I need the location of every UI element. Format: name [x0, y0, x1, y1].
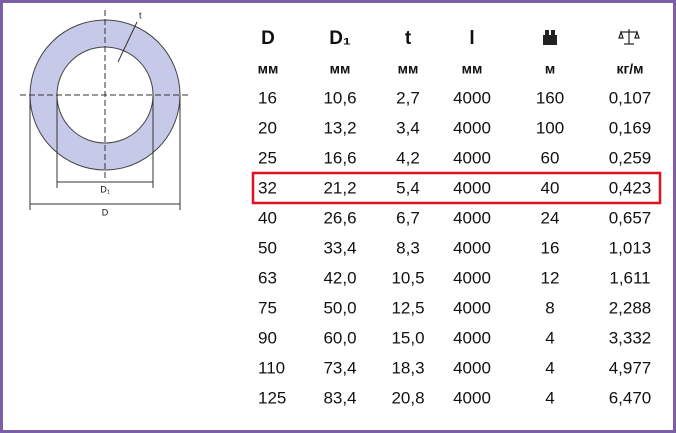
package-icon [543, 30, 557, 45]
cell: 10,5 [391, 268, 424, 287]
cell: 0,259 [609, 148, 652, 167]
cell: 24 [541, 208, 560, 227]
cell: 0,107 [609, 88, 652, 107]
cell: 73,4 [323, 358, 356, 377]
cell: 4000 [453, 238, 491, 257]
cell: 8 [545, 298, 554, 317]
cell: 4000 [453, 358, 491, 377]
cell: 16 [541, 238, 560, 257]
cell: 160 [536, 88, 564, 107]
cell: 6,7 [396, 208, 420, 227]
cell: 10,6 [323, 88, 356, 107]
cell: 18,3 [391, 358, 424, 377]
cell: 4,977 [609, 358, 652, 377]
cell: 4000 [453, 208, 491, 227]
cell: 5,4 [396, 178, 420, 197]
column-header: D [261, 28, 275, 49]
cell: 16 [258, 88, 277, 107]
column-header: l [469, 28, 474, 49]
cell: 33,4 [323, 238, 356, 257]
cell: 4,2 [396, 148, 420, 167]
cell: 8,3 [396, 238, 420, 257]
cell: 63 [258, 268, 277, 287]
cell: 3,332 [609, 328, 652, 347]
cell: 0,657 [609, 208, 652, 227]
cell: 2,288 [609, 298, 652, 317]
cell: 110 [258, 358, 285, 377]
cell: 12 [541, 268, 560, 287]
cell: 60,0 [323, 328, 356, 347]
cell: 40 [258, 208, 277, 227]
cell: 4000 [453, 268, 491, 287]
cell: 12,5 [391, 298, 424, 317]
cell: 4000 [453, 118, 491, 137]
diagram-label: t [139, 10, 142, 20]
cell: 4000 [453, 388, 491, 407]
cell: 20 [258, 118, 277, 137]
cell: 40 [541, 178, 560, 197]
cell: 4000 [453, 148, 491, 167]
column-header: t [405, 28, 412, 49]
column-unit: мм [462, 61, 483, 77]
row-highlight [251, 171, 662, 205]
cell: 6,470 [609, 388, 652, 407]
cell: 1,013 [609, 238, 652, 257]
column-header: D₁ [329, 28, 351, 49]
cell: 2,7 [396, 88, 420, 107]
thickness-arrow [117, 21, 138, 63]
cell: 15,0 [391, 328, 424, 347]
cell: 13,2 [323, 118, 356, 137]
cell: 4000 [453, 328, 491, 347]
cell: 4 [545, 388, 554, 407]
cell: 4000 [453, 298, 491, 317]
cell: 4 [545, 358, 554, 377]
weight-icon [618, 29, 640, 45]
cell: 16,6 [323, 148, 356, 167]
cell: 0,423 [609, 178, 652, 197]
diagram-label: D₁ [100, 184, 110, 194]
column-unit: кг/м [616, 61, 643, 77]
cell: 125 [258, 388, 286, 407]
cell: 4000 [453, 178, 491, 197]
cell: 4000 [453, 88, 491, 107]
cell: 25 [258, 148, 277, 167]
cell: 1,611 [609, 268, 650, 287]
cell: 75 [258, 298, 277, 317]
cell: 26,6 [323, 208, 356, 227]
column-unit: мм [398, 61, 419, 77]
cell: 21,2 [323, 178, 356, 197]
cell: 100 [536, 118, 564, 137]
cell: 50,0 [323, 298, 356, 317]
cell: 90 [258, 328, 277, 347]
cell: 60 [541, 148, 560, 167]
cell: 50 [258, 238, 277, 257]
cell: 0,169 [609, 118, 652, 137]
cell: 3,4 [396, 118, 420, 137]
pipe-diagram [20, 10, 190, 210]
cell: 32 [258, 178, 277, 197]
cell: 83,4 [323, 388, 356, 407]
cell: 20,8 [391, 388, 424, 407]
diagram-label: D [102, 207, 109, 217]
table: D D₁ t lмм мм мм мм м кг/м16 10,6 2,7 4000 160 0,1072… [251, 28, 662, 407]
column-unit: м [545, 61, 555, 77]
column-unit: мм [330, 61, 351, 77]
cell: 4 [545, 328, 554, 347]
cell: 42,0 [323, 268, 356, 287]
column-unit: мм [258, 61, 279, 77]
